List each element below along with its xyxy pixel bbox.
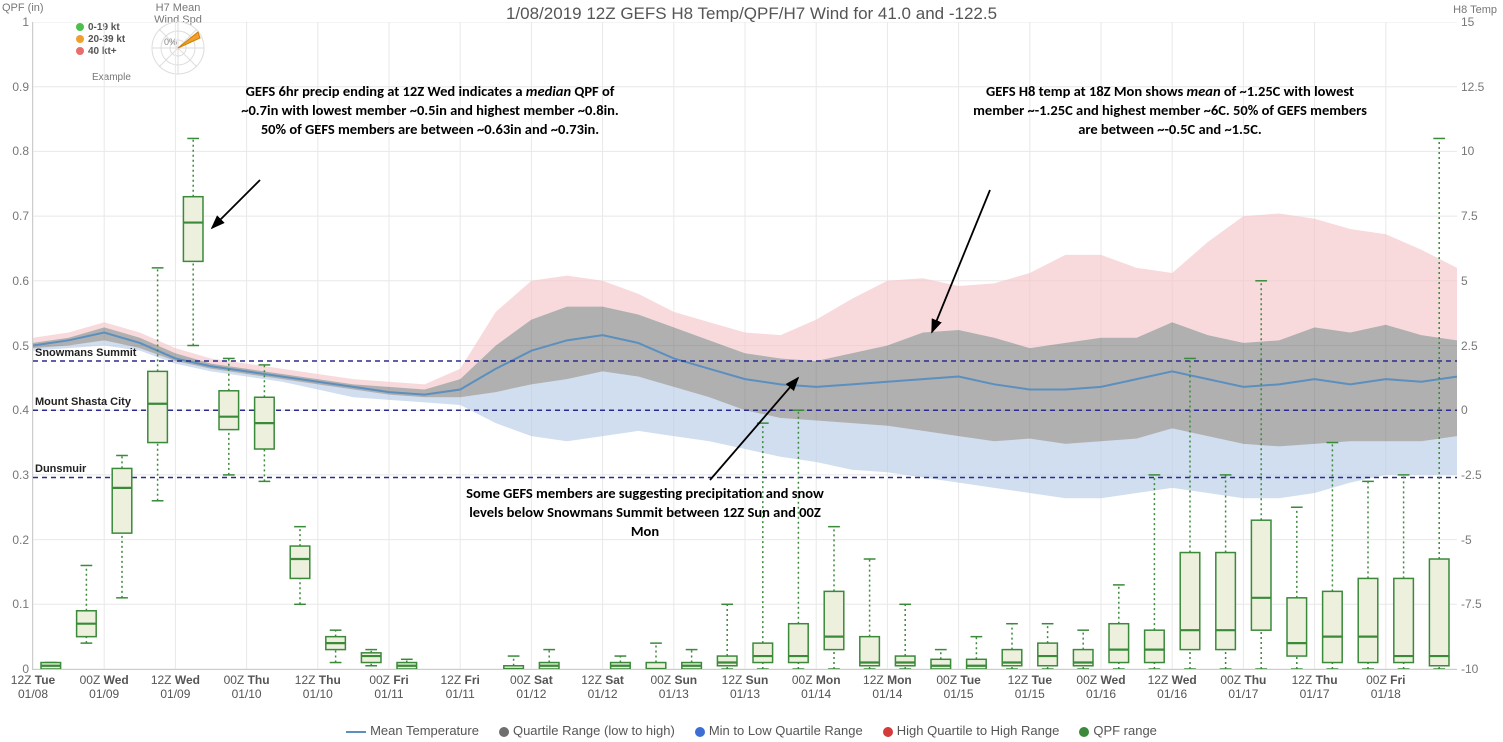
ytick-left: 0.7 (12, 209, 29, 223)
ref-line-label: Mount Shasta City (35, 396, 131, 408)
ytick-right: -5 (1461, 533, 1472, 547)
xtick: 12Z Thu01/17 (1292, 673, 1338, 701)
ytick-right: -10 (1461, 662, 1478, 676)
annotation-qpf: GEFS 6hr precip ending at 12Z Wed indica… (240, 82, 620, 139)
ytick-right: -2.5 (1461, 468, 1482, 482)
xtick: 00Z Sat01/12 (510, 673, 553, 701)
gefs-plume-chart: 1/08/2019 12Z GEFS H8 Temp/QPF/H7 Wind f… (0, 0, 1503, 742)
ytick-right: -7.5 (1461, 597, 1482, 611)
xtick: 00Z Thu01/17 (1220, 673, 1266, 701)
xtick: 00Z Tue01/15 (936, 673, 980, 701)
xtick: 12Z Wed01/09 (151, 673, 200, 701)
xtick: 00Z Sun01/13 (650, 673, 697, 701)
annotation-snow: Some GEFS members are suggesting precipi… (460, 484, 830, 541)
xtick: 12Z Tue01/08 (11, 673, 55, 701)
ytick-left: 0.3 (12, 468, 29, 482)
annotation-temp: GEFS H8 temp at 18Z Mon shows mean of ~1… (970, 82, 1370, 139)
ytick-left: 0.2 (12, 533, 29, 547)
ytick-right: 2.5 (1461, 339, 1478, 353)
legend-footer: Mean TemperatureQuartile Range (low to h… (0, 723, 1503, 738)
xtick: 12Z Sat01/12 (581, 673, 624, 701)
xtick: 12Z Tue01/15 (1008, 673, 1052, 701)
xtick: 12Z Fri01/11 (441, 673, 480, 701)
ytick-right: 5 (1461, 274, 1468, 288)
chart-title: 1/08/2019 12Z GEFS H8 Temp/QPF/H7 Wind f… (0, 4, 1503, 24)
xtick: 12Z Sun01/13 (722, 673, 769, 701)
xtick: 12Z Mon01/14 (863, 673, 912, 701)
ref-line-label: Snowmans Summit (35, 347, 136, 359)
ytick-left: 0.6 (12, 274, 29, 288)
xtick: 00Z Wed01/09 (80, 673, 129, 701)
ytick-left: 0.9 (12, 80, 29, 94)
ytick-left: 0.8 (12, 144, 29, 158)
xtick: 00Z Fri01/18 (1366, 673, 1405, 701)
xtick: 12Z Thu01/10 (295, 673, 341, 701)
ytick-right: 0 (1461, 403, 1468, 417)
ytick-left: 0.4 (12, 403, 29, 417)
right-axis-label: H8 Temp (1453, 4, 1497, 16)
xtick: 00Z Fri01/11 (369, 673, 408, 701)
xtick: 00Z Wed01/16 (1076, 673, 1125, 701)
ytick-right: 15 (1461, 15, 1474, 29)
ytick-left: 0.5 (12, 339, 29, 353)
xtick: 12Z Wed01/16 (1148, 673, 1197, 701)
ytick-right: 10 (1461, 144, 1474, 158)
xtick: 00Z Thu01/10 (224, 673, 270, 701)
ytick-left: 0.1 (12, 597, 29, 611)
ytick-right: 7.5 (1461, 209, 1478, 223)
left-axis-label: QPF (in) (2, 2, 44, 14)
ytick-left: 1 (22, 15, 29, 29)
ytick-right: 12.5 (1461, 80, 1484, 94)
xtick: 00Z Mon01/14 (792, 673, 841, 701)
ref-line-label: Dunsmuir (35, 463, 86, 475)
